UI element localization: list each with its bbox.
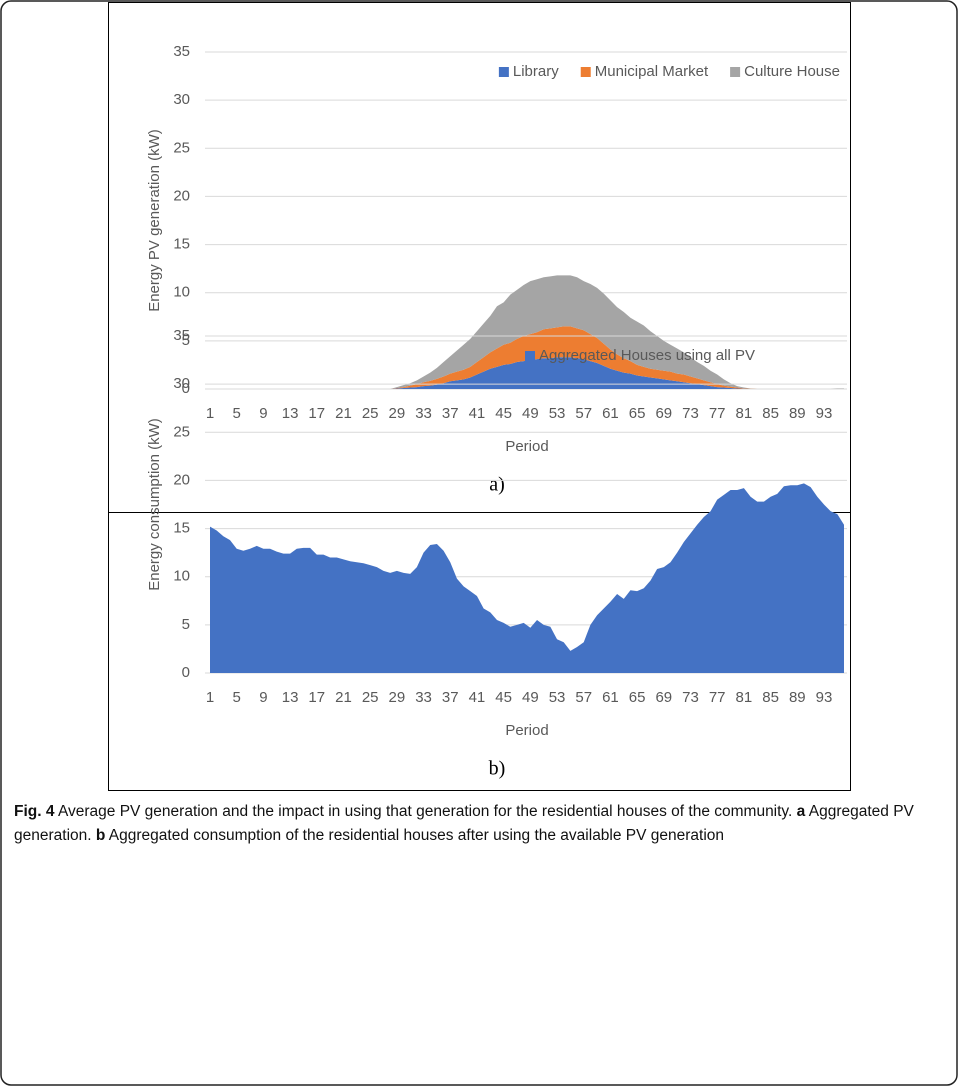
y-tick-label: 35 — [173, 43, 190, 60]
x-tick-label: 41 — [469, 689, 486, 706]
x-tick-label: 81 — [736, 689, 753, 706]
x-tick-label: 69 — [655, 689, 672, 706]
legend-label: Municipal Market — [595, 63, 709, 80]
x-tick-label: 33 — [415, 405, 432, 422]
x-tick-label: 57 — [575, 405, 592, 422]
y-tick-label: 20 — [173, 471, 190, 488]
x-tick-label: 29 — [389, 405, 406, 422]
x-tick-label: 61 — [602, 405, 619, 422]
x-tick-label: 49 — [522, 405, 539, 422]
y-tick-label: 35 — [173, 327, 190, 344]
panel-label: a) — [489, 474, 505, 496]
y-tick-label: 15 — [173, 520, 190, 537]
x-tick-label: 77 — [709, 405, 726, 422]
x-tick-label: 49 — [522, 689, 539, 706]
x-axis-label: Period — [505, 438, 548, 455]
x-tick-label: 1 — [206, 405, 214, 422]
x-tick-label: 41 — [469, 405, 486, 422]
x-tick-label: 57 — [575, 689, 592, 706]
area — [210, 483, 844, 673]
x-tick-label: 21 — [335, 689, 352, 706]
y-tick-label: 20 — [173, 187, 190, 204]
y-tick-label: 30 — [173, 375, 190, 392]
x-tick-label: 45 — [495, 405, 512, 422]
panel-frame — [108, 2, 851, 513]
y-tick-label: 0 — [182, 664, 190, 681]
x-tick-label: 5 — [233, 689, 241, 706]
caption-part-text: Aggregated PV generation. — [14, 803, 914, 844]
legend-label: Aggregated Houses using all PV — [539, 347, 755, 364]
x-tick-label: 13 — [282, 689, 299, 706]
y-tick-label: 10 — [173, 284, 190, 301]
x-tick-label: 9 — [259, 405, 267, 422]
x-tick-label: 37 — [442, 689, 459, 706]
caption-part-label: a — [796, 803, 806, 820]
x-tick-label: 25 — [362, 689, 379, 706]
caption-text: Average PV generation and the impact in … — [57, 803, 793, 820]
y-tick-label: 15 — [173, 236, 190, 253]
caption-part-label: b — [95, 827, 106, 844]
x-tick-label: 77 — [709, 689, 726, 706]
x-tick-label: 17 — [308, 405, 325, 422]
x-tick-label: 33 — [415, 689, 432, 706]
x-tick-label: 89 — [789, 689, 806, 706]
x-tick-label: 61 — [602, 689, 619, 706]
x-tick-label: 81 — [736, 405, 753, 422]
x-axis-label: Period — [505, 722, 548, 739]
x-tick-label: 93 — [816, 405, 833, 422]
x-tick-label: 73 — [682, 405, 699, 422]
x-tick-label: 53 — [549, 689, 566, 706]
x-tick-label: 21 — [335, 405, 352, 422]
x-tick-label: 45 — [495, 689, 512, 706]
panel-label: b) — [489, 758, 506, 780]
legend-swatch — [580, 67, 591, 77]
x-tick-label: 65 — [629, 405, 646, 422]
legend-swatch — [525, 351, 536, 361]
legend-label: Library — [513, 63, 559, 80]
x-tick-label: 93 — [816, 689, 833, 706]
x-tick-label: 69 — [655, 405, 672, 422]
x-tick-label: 25 — [362, 405, 379, 422]
x-tick-label: 1 — [206, 689, 214, 706]
y-tick-label: 25 — [173, 139, 190, 156]
y-axis-label: Energy PV generation (kW) — [146, 129, 163, 312]
x-tick-label: 29 — [389, 689, 406, 706]
x-tick-label: 89 — [789, 405, 806, 422]
x-tick-label: 17 — [308, 689, 325, 706]
x-tick-label: 5 — [233, 405, 241, 422]
y-tick-label: 10 — [173, 568, 190, 585]
area — [210, 275, 844, 389]
y-axis-label: Energy consumption (kW) — [146, 418, 163, 591]
y-tick-label: 30 — [173, 91, 190, 108]
caption: Fig. 4 Average PV generation and the imp… — [14, 800, 939, 848]
caption-label: Fig. 4 — [14, 803, 55, 820]
legend-label: Culture House — [744, 63, 840, 80]
x-tick-label: 65 — [629, 689, 646, 706]
y-tick-label: 5 — [182, 332, 190, 349]
y-tick-label: 5 — [182, 616, 190, 633]
x-tick-label: 85 — [762, 689, 779, 706]
panel-frame — [108, 512, 851, 791]
legend-swatch — [498, 67, 509, 77]
x-tick-label: 13 — [282, 405, 299, 422]
x-tick-label: 85 — [762, 405, 779, 422]
legend-swatch — [730, 67, 741, 77]
x-tick-label: 37 — [442, 405, 459, 422]
x-tick-label: 53 — [549, 405, 566, 422]
caption-part-text: Aggregated consumption of the residentia… — [108, 827, 725, 844]
y-tick-label: 0 — [182, 380, 190, 397]
y-tick-label: 25 — [173, 423, 190, 440]
x-tick-label: 73 — [682, 689, 699, 706]
x-tick-label: 9 — [259, 689, 267, 706]
area — [210, 357, 844, 389]
